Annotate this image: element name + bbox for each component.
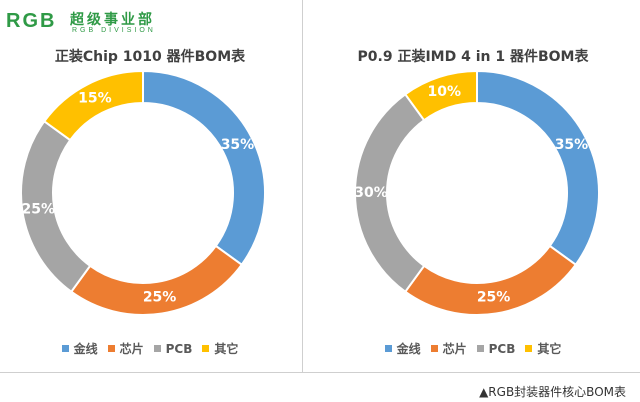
slice-data-label: 15% [78,91,112,107]
legend-label: 芯片 [442,342,467,356]
bottom-divider [0,372,640,373]
chart-legend: 金线 芯片 PCB 其它 [306,340,640,357]
legend-swatch [430,345,438,352]
panel-divider [302,0,303,372]
chart-legend: 金线 芯片 PCB 其它 [0,340,300,357]
legend-swatch [107,345,115,352]
legend-item: 金线 [61,340,98,357]
chart-title: 正装Chip 1010 器件BOM表 [54,49,246,65]
legend-item: 芯片 [107,340,144,357]
logo-rgb-text: RGB [6,10,57,32]
donut-chart: 35% 25% 25% 15% [20,69,266,316]
legend-swatch [525,345,533,352]
chart-title: P0.9 正装IMD 4 in 1 器件BOM表 [357,49,589,65]
chart-panel-chip-1010: 正装Chip 1010 器件BOM表 35% 25% 25% 15% 金线 芯片 PCB 其… [0,0,300,372]
legend-label: 金线 [396,342,421,356]
legend-swatch [61,345,69,352]
legend-swatch [153,345,161,352]
legend-item: PCB [476,342,516,356]
legend-swatch [202,345,210,352]
rgb-division-logo: RGB 超级事业部 RGB DIVISION [6,8,196,38]
slice-data-label: 10% [427,84,461,100]
slice-gold-wire [142,69,266,267]
legend-swatch [476,345,484,352]
logo-cn-text: 超级事业部 [70,12,155,28]
donut-chart: 35% 25% 30% 10% [354,69,600,316]
slice-data-label: 25% [22,202,56,218]
slice-other [403,69,478,122]
legend-label: 芯片 [119,342,144,356]
legend-item: 其它 [525,340,561,357]
legend-item: 其它 [202,340,238,357]
legend-label: PCB [165,342,193,356]
slice-data-label: 30% [354,185,388,201]
legend-label: 其它 [214,342,239,356]
legend-label: 金线 [73,342,98,356]
legend-label: PCB [488,342,516,356]
logo-sub-text: RGB DIVISION [72,27,156,34]
slice-data-label: 25% [143,290,177,306]
legend-item: 芯片 [430,340,467,357]
slice-data-label: 35% [555,137,589,153]
chart-panel-imd-4in1: P0.9 正装IMD 4 in 1 器件BOM表 35% 25% 30% 10% 金线… [306,0,640,372]
legend-swatch [384,345,392,352]
figure-caption: ▲RGB封装器件核心BOM表 [479,385,626,399]
slice-data-label: 35% [221,137,255,153]
legend-label: 其它 [537,342,562,356]
slice-data-label: 25% [477,290,511,306]
legend-item: 金线 [384,340,421,357]
slice-other [42,69,144,142]
slice-gold-wire [476,69,600,267]
legend-item: PCB [153,342,193,356]
